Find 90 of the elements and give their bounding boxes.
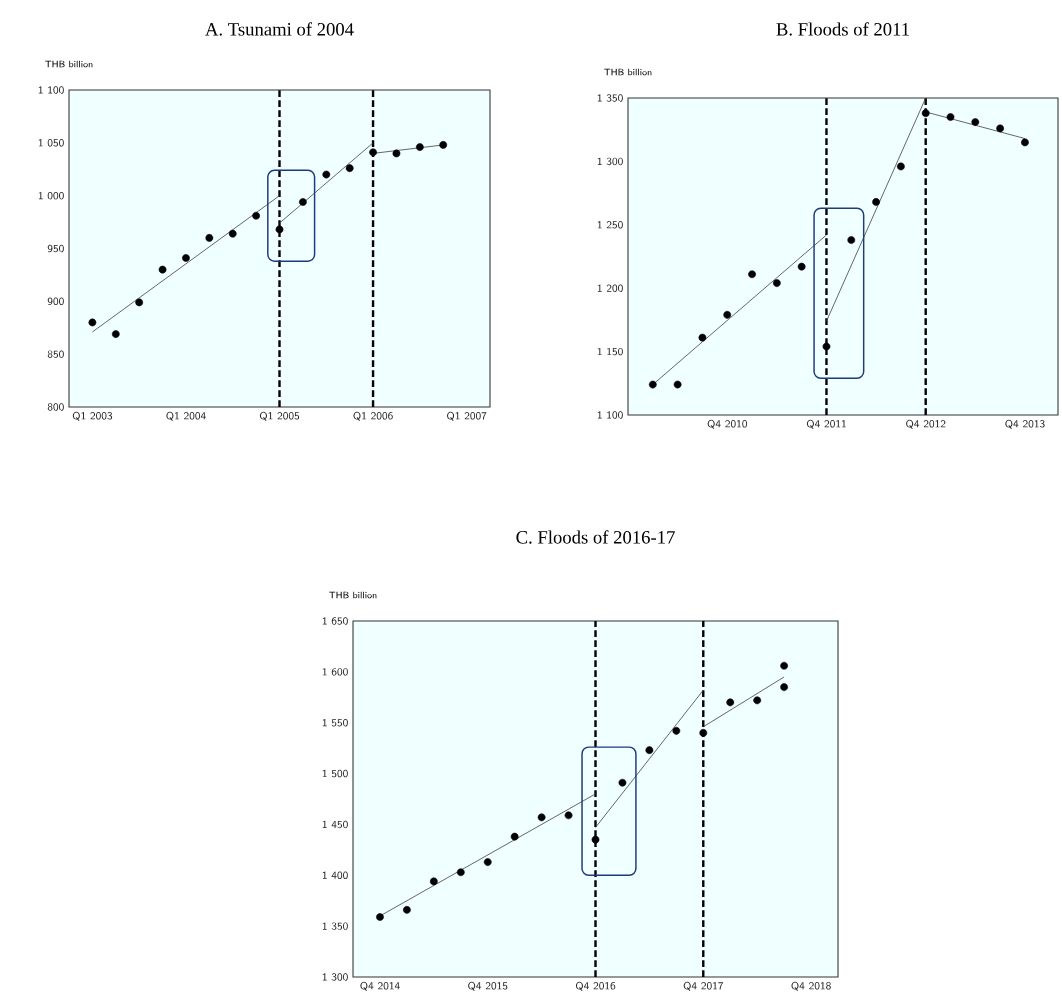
- y-tick-label: 1 350: [597, 94, 623, 102]
- y-tick-label: 1 450: [322, 820, 348, 829]
- point: [618, 778, 627, 787]
- y-tick-label: 1 250: [597, 221, 623, 229]
- point: [376, 913, 384, 921]
- x-tick-label: Q4 2014: [360, 981, 400, 991]
- point: [1021, 138, 1029, 147]
- y-axis-title: THB billion: [45, 60, 93, 68]
- point: [510, 832, 519, 841]
- y-tick-label: 950: [47, 244, 64, 253]
- x-tick-label: Q4 2016: [575, 981, 616, 991]
- point: [182, 254, 190, 262]
- chart-title: A. Tsunami of 2004: [205, 22, 354, 36]
- x-tick-label: Q4 2015: [468, 981, 508, 991]
- y-tick-label: 800: [47, 403, 64, 411]
- point: [322, 170, 331, 179]
- point: [946, 113, 955, 121]
- x-tick-label: Q4 2010: [707, 419, 748, 429]
- point: [780, 661, 788, 670]
- y-tick-label: 1 100: [38, 86, 64, 94]
- x-tick-label: Q4 2013: [1005, 419, 1045, 429]
- point: [135, 298, 144, 307]
- y-axis-title: THB billion: [329, 591, 377, 599]
- x-tick-label: Q1 2004: [166, 411, 206, 421]
- y-tick-label: 1 100: [597, 411, 623, 419]
- point: [111, 330, 120, 338]
- point: [921, 109, 930, 118]
- y-tick-label: 1 550: [322, 719, 348, 727]
- point: [158, 265, 167, 274]
- x-tick-label: Q4 2012: [906, 419, 946, 429]
- y-tick-label: 1 350: [322, 922, 348, 930]
- y-tick-label: 1 500: [322, 769, 348, 778]
- x-tick-label: Q1 2006: [353, 411, 393, 421]
- y-tick-label: 1 400: [322, 871, 348, 880]
- chart-title: C. Floods of 2016-17: [516, 530, 675, 544]
- point: [847, 236, 856, 244]
- point: [345, 164, 354, 173]
- y-tick-label: 1 050: [38, 139, 64, 147]
- point: [205, 234, 214, 242]
- y-tick-label: 1 200: [597, 284, 623, 292]
- y-tick-label: 1 300: [597, 157, 623, 166]
- x-tick-label: Q1 2005: [259, 411, 300, 421]
- point: [672, 726, 681, 735]
- point: [252, 211, 260, 220]
- x-tick-label: Q4 2011: [806, 419, 846, 429]
- point: [429, 877, 438, 886]
- point: [299, 198, 307, 206]
- point: [971, 118, 980, 126]
- point: [591, 835, 600, 844]
- point: [797, 262, 806, 271]
- point: [872, 198, 880, 206]
- chart-title: B. Floods of 2011: [776, 22, 909, 36]
- y-tick-label: 1 150: [597, 347, 623, 356]
- point: [369, 148, 377, 157]
- point: [392, 149, 401, 158]
- point: [772, 279, 781, 287]
- point: [439, 141, 448, 149]
- point: [996, 124, 1004, 133]
- point: [726, 698, 735, 707]
- y-axis-title: THB billion: [604, 68, 652, 76]
- point: [483, 858, 492, 866]
- point: [723, 310, 732, 319]
- point: [780, 683, 788, 691]
- y-tick-label: 1 600: [322, 668, 348, 676]
- point: [275, 225, 284, 234]
- x-tick-label: Q1 2003: [72, 411, 113, 421]
- point: [648, 380, 657, 389]
- x-tick-label: Q4 2018: [791, 981, 831, 991]
- x-tick-label: Q4 2017: [683, 981, 724, 991]
- y-tick-label: 1 000: [38, 191, 64, 200]
- point: [698, 333, 707, 342]
- y-tick-label: 1 650: [322, 617, 348, 625]
- x-tick-label: Q1 2007: [447, 411, 487, 421]
- point: [228, 229, 237, 238]
- point: [415, 143, 424, 151]
- point: [699, 729, 708, 737]
- point: [403, 906, 411, 914]
- point: [897, 162, 905, 171]
- point: [564, 811, 573, 820]
- point: [822, 342, 831, 351]
- point: [88, 318, 97, 327]
- point: [753, 696, 762, 705]
- y-tick-label: 900: [47, 297, 64, 306]
- point: [748, 270, 756, 279]
- point: [456, 868, 465, 877]
- y-tick-label: 850: [47, 350, 64, 358]
- point: [673, 380, 682, 389]
- y-tick-label: 1 300: [322, 973, 348, 981]
- point: [645, 746, 654, 755]
- point: [537, 813, 546, 822]
